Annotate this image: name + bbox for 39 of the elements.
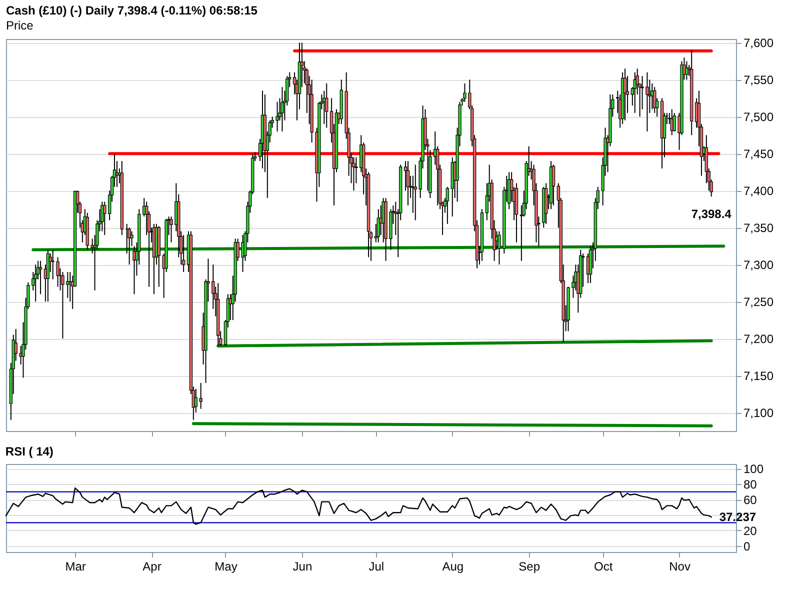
y-tick-label: 7,450 <box>744 147 774 162</box>
x-tick-label: Oct <box>594 560 614 574</box>
candlestick <box>446 186 450 224</box>
y-tick-label: 60 <box>744 493 758 508</box>
chart-subtitle: Price <box>6 18 34 33</box>
y-tick-label: 80 <box>744 478 758 492</box>
x-tick-label: Aug <box>442 560 464 574</box>
y-tick-label: 7,350 <box>744 221 774 236</box>
chart-title: RSI ( 14) <box>5 444 54 459</box>
candlestick <box>406 160 410 206</box>
x-tick-label: Nov <box>669 560 690 574</box>
y-tick-label: 100 <box>744 462 764 476</box>
y-tick-label: 0 <box>744 539 750 554</box>
annotation: 37.237 <box>719 510 756 524</box>
candlestick <box>100 201 104 232</box>
x-tick-label: Sep <box>518 560 540 574</box>
x-tick-label: Mar <box>65 560 86 574</box>
y-tick-label: 7,100 <box>744 406 774 420</box>
x-tick-label: Apr <box>142 560 162 574</box>
y-tick-label: 7,500 <box>744 110 774 124</box>
y-tick-label: 7,300 <box>744 258 774 272</box>
x-tick-label: May <box>214 560 238 574</box>
y-tick-label: 7,600 <box>744 36 774 50</box>
candlestick <box>128 227 131 266</box>
candlestick <box>552 164 556 206</box>
y-tick-label: 7,250 <box>744 295 774 310</box>
candlestick <box>623 68 627 121</box>
y-tick-label: 7,550 <box>744 73 774 88</box>
candlestick <box>280 86 284 132</box>
candlestick <box>352 156 356 192</box>
candlestick <box>182 234 186 272</box>
annotation: 7,398.4 <box>691 206 732 221</box>
x-tick-label: Jun <box>292 560 312 574</box>
y-tick-label: 7,400 <box>744 184 774 198</box>
y-tick-label: 7,150 <box>744 369 774 384</box>
chart-title: Cash (£10) (-) Daily 7,398.4 (-0.11%) 06:58:15 <box>6 4 258 18</box>
x-tick-label: Jul <box>368 560 384 574</box>
y-tick-label: 7,200 <box>744 332 774 346</box>
y-tick-label: 20 <box>744 524 758 538</box>
